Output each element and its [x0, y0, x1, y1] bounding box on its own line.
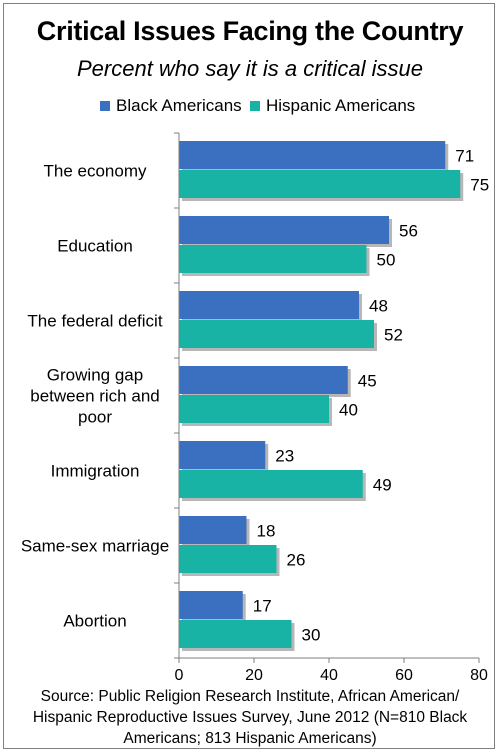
x-tick-label: 40	[320, 667, 338, 684]
bar-black-americans	[179, 291, 359, 319]
bar-hispanic-americans	[179, 470, 363, 498]
data-label-black-americans: 18	[257, 522, 276, 541]
legend-swatch-black-americans	[100, 101, 110, 111]
source-line: Source: Public Religion Research Institu…	[40, 688, 460, 705]
bar-hispanic-americans	[179, 620, 292, 648]
data-label-hispanic-americans: 50	[377, 251, 396, 270]
category-label: The economy	[44, 162, 147, 181]
bar-hispanic-americans	[179, 170, 461, 198]
data-label-black-americans: 71	[455, 147, 474, 166]
x-tick-label: 20	[245, 667, 263, 684]
data-label-black-americans: 23	[275, 447, 294, 466]
data-label-black-americans: 48	[369, 297, 388, 316]
data-label-hispanic-americans: 52	[384, 326, 403, 345]
x-tick-label: 60	[395, 667, 413, 684]
source-note: Source: Public Religion Research Institu…	[0, 686, 500, 749]
bar-black-americans	[179, 216, 389, 244]
legend-label-black-americans: Black Americans	[116, 96, 242, 115]
bar-hispanic-americans	[179, 545, 277, 573]
bar-hispanic-americans	[179, 245, 367, 273]
bar-hispanic-americans	[179, 320, 374, 348]
chart-frame	[3, 3, 495, 749]
bar-black-americans	[179, 591, 243, 619]
legend-item-black-americans: Black Americans	[100, 96, 242, 116]
category-label: Immigration	[51, 462, 140, 481]
bar-black-americans	[179, 366, 348, 394]
data-label-black-americans: 17	[253, 597, 272, 616]
data-label-black-americans: 56	[399, 222, 418, 241]
data-label-hispanic-americans: 26	[287, 551, 306, 570]
x-tick-label: 0	[175, 667, 184, 684]
bar-black-americans	[179, 516, 247, 544]
data-label-black-americans: 45	[358, 372, 377, 391]
legend-swatch-hispanic-americans	[250, 101, 260, 111]
source-line: Americans; 813 Hispanic Americans)	[123, 730, 377, 747]
chart-subtitle: Percent who say it is a critical issue	[76, 56, 424, 81]
legend-label-hispanic-americans: Hispanic Americans	[266, 96, 416, 115]
category-label: between rich and	[30, 387, 159, 406]
x-tick-label: 80	[470, 667, 488, 684]
bar-black-americans	[179, 141, 446, 169]
data-label-hispanic-americans: 40	[339, 401, 358, 420]
data-label-hispanic-americans: 49	[373, 476, 392, 495]
bar-black-americans	[179, 441, 266, 469]
legend-item-hispanic-americans: Hispanic Americans	[250, 96, 415, 116]
category-label: The federal deficit	[27, 312, 162, 331]
category-label: Education	[57, 237, 133, 256]
category-label: Abortion	[63, 612, 126, 631]
category-label: Growing gap	[47, 366, 143, 385]
category-label: poor	[78, 408, 112, 427]
data-label-hispanic-americans: 30	[302, 626, 321, 645]
source-line: Hispanic Reproductive Issues Survey, Jun…	[32, 709, 468, 726]
category-label: Same-sex marriage	[21, 537, 169, 556]
chart-title: Critical Issues Facing the Country	[36, 16, 464, 46]
bar-hispanic-americans	[179, 395, 329, 423]
data-label-hispanic-americans: 75	[470, 176, 489, 195]
